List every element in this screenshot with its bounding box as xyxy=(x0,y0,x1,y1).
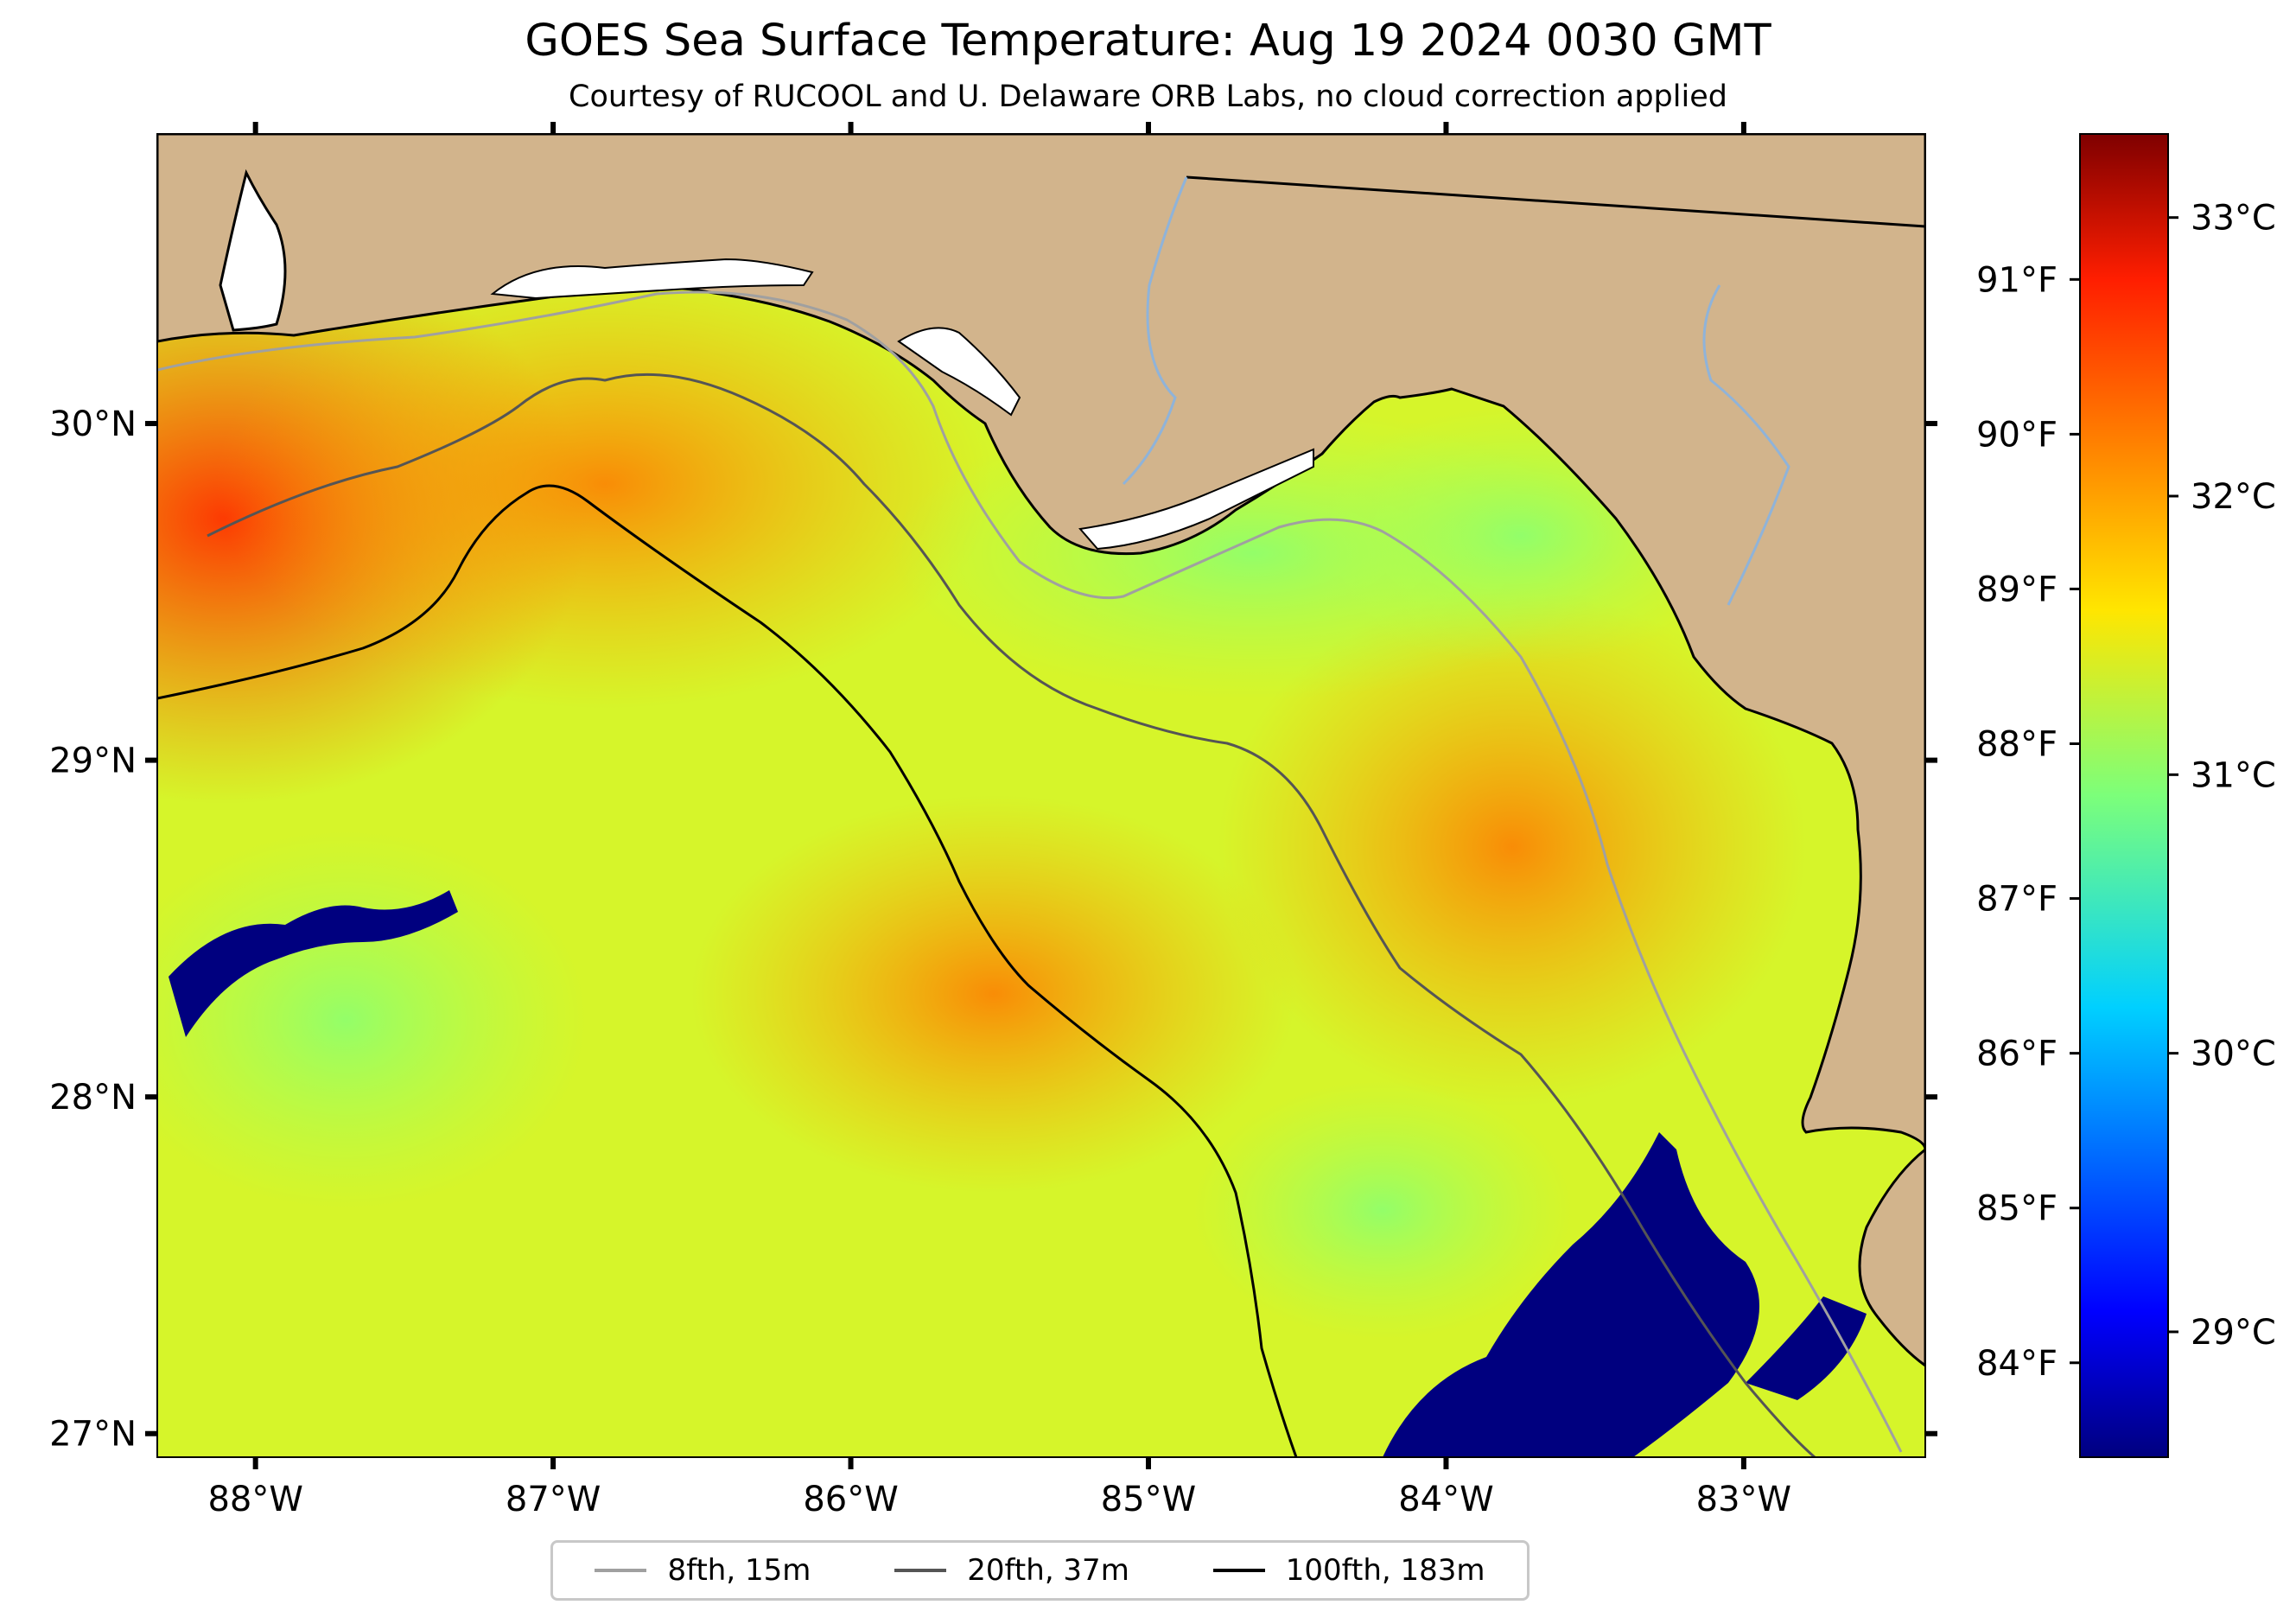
legend-item-183m: 100fth, 183m xyxy=(1212,1553,1485,1588)
legend-line-183m xyxy=(1212,1569,1265,1572)
colorbar xyxy=(2079,133,2169,1458)
legend-item-15m: 8fth, 15m xyxy=(595,1553,811,1588)
fahrenheit-tick-label: 87°F xyxy=(1976,880,2057,920)
lat-tick-label: 30°N xyxy=(49,404,137,444)
celsius-tick-label: 29°C xyxy=(2191,1313,2276,1353)
fahrenheit-tick-label: 91°F xyxy=(1976,260,2057,300)
fahrenheit-tick-label: 85°F xyxy=(1976,1189,2057,1229)
st-andrews-bay xyxy=(897,327,1021,417)
mobile-bay xyxy=(219,169,287,332)
isobath-37m xyxy=(207,373,1816,1457)
land-tampa-bay xyxy=(1858,1148,1925,1367)
legend-label-15m: 8fth, 15m xyxy=(667,1553,811,1588)
lon-tick-label: 85°W xyxy=(1101,1480,1196,1519)
celsius-tick-label: 32°C xyxy=(2191,477,2276,517)
map-plot-area xyxy=(157,134,1925,1457)
map-frame xyxy=(156,133,1926,1458)
legend-label-37m: 20fth, 37m xyxy=(967,1553,1129,1588)
fahrenheit-tick-label: 84°F xyxy=(1976,1344,2057,1384)
state-border xyxy=(1186,175,1925,228)
celsius-tick-label: 30°C xyxy=(2191,1035,2276,1074)
cool-region-southwest xyxy=(157,830,588,1210)
legend-label-183m: 100fth, 183m xyxy=(1285,1553,1485,1588)
fahrenheit-tick-label: 88°F xyxy=(1976,725,2057,765)
pensacola-sound xyxy=(490,258,814,300)
lon-tick-label: 84°W xyxy=(1398,1480,1493,1519)
fahrenheit-tick-label: 89°F xyxy=(1976,570,2057,609)
fahrenheit-tick-label: 86°F xyxy=(1976,1035,2057,1074)
fahrenheit-tick-label: 90°F xyxy=(1976,415,2057,455)
lat-tick-label: 29°N xyxy=(49,742,137,781)
chart-title: GOES Sea Surface Temperature: Aug 19 202… xyxy=(525,16,1771,67)
isobath-15m xyxy=(157,290,1903,1453)
river-suwannee xyxy=(1702,284,1790,606)
colorbar-celsius-axis: 33°C 32°C 31°C 30°C 29°C xyxy=(2168,199,2276,1353)
warm-region-center xyxy=(691,795,1296,1193)
isobath-legend: 8fth, 15m 20fth, 37m 100fth, 183m xyxy=(550,1540,1530,1601)
chart-subtitle: Courtesy of RUCOOL and U. Delaware ORB L… xyxy=(569,80,1727,114)
river-apalachicola xyxy=(1122,176,1188,486)
legend-line-15m xyxy=(595,1569,647,1572)
cool-region-south xyxy=(1193,1080,1573,1340)
colorbar-fahrenheit-axis: 91°F 90°F 89°F 88°F 87°F 86°F 85°F 84°F xyxy=(1976,260,2080,1384)
lon-tick-label: 86°W xyxy=(803,1480,898,1519)
apalachicola-bay xyxy=(1078,448,1314,551)
lat-tick-label: 27°N xyxy=(49,1415,137,1455)
warm-region-north xyxy=(216,259,994,709)
longitude-axis: 88°W 87°W 86°W 85°W 84°W 83°W xyxy=(207,122,1791,1519)
legend-line-37m xyxy=(894,1569,947,1572)
lon-tick-label: 87°W xyxy=(506,1480,601,1519)
isobath-183m xyxy=(157,484,1298,1457)
latitude-axis: 30°N 29°N 28°N 27°N xyxy=(49,404,1937,1455)
lat-tick-label: 28°N xyxy=(49,1078,137,1118)
cold-artifact-southeast-small xyxy=(1746,1296,1867,1400)
lon-tick-label: 88°W xyxy=(207,1480,302,1519)
cold-artifact-west xyxy=(169,890,458,1037)
celsius-tick-label: 33°C xyxy=(2191,199,2276,239)
lon-tick-label: 83°W xyxy=(1696,1480,1791,1519)
cold-artifact-southeast xyxy=(1383,1132,1759,1457)
warm-region-east xyxy=(1218,588,1806,1106)
legend-item-37m: 20fth, 37m xyxy=(894,1553,1129,1588)
celsius-tick-label: 31°C xyxy=(2191,755,2276,795)
